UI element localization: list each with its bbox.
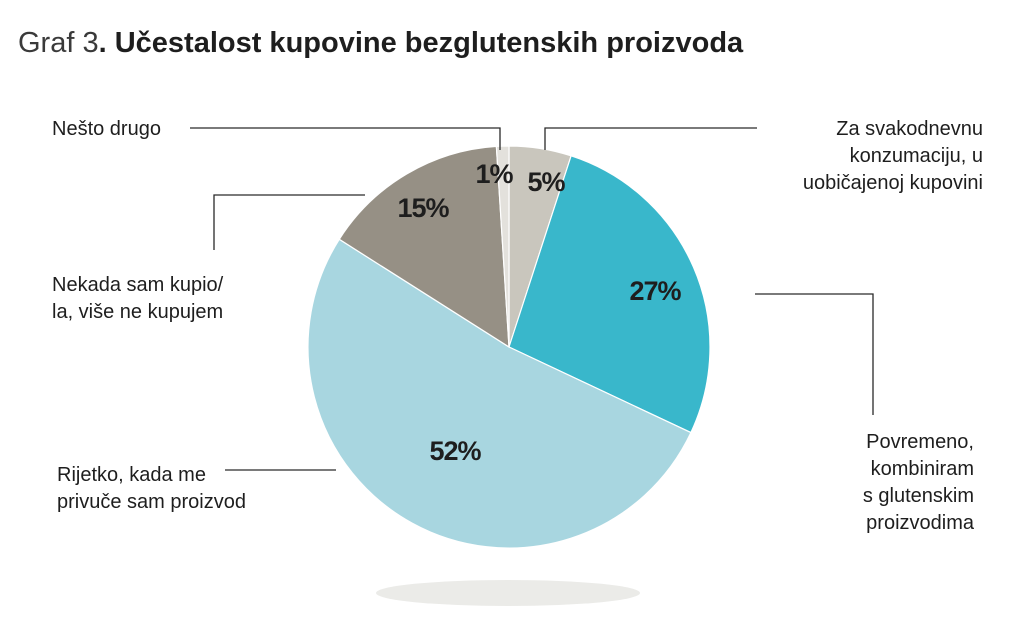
leader-line (213, 194, 365, 250)
category-label: Nešto drugo (52, 118, 161, 140)
category-label: Nekada sam kupio/la, više ne kupujem (52, 274, 224, 323)
pie-slices (307, 145, 711, 549)
category-label: Za svakodnevnu konzumaciju, u uobičajenoj … (803, 118, 983, 194)
category-label-line: privuče sam proizvod (57, 491, 246, 513)
category-label-line: la, više ne kupujem (52, 301, 223, 323)
pie-shadow (376, 580, 640, 606)
category-label-line: Nekada sam kupio/ (52, 274, 224, 296)
category-labels: Za svakodnevnu konzumaciju, u uobičajenoj … (52, 118, 983, 534)
category-label-line: uobičajenoj kupovini (803, 172, 983, 194)
pie-slice (307, 238, 692, 549)
value-label: 27% (629, 276, 681, 306)
category-label-line: Povremeno, (866, 431, 974, 453)
category-label-line: proizvodima (866, 512, 975, 534)
value-label: 1% (475, 159, 513, 189)
leader-line (755, 293, 874, 415)
value-label: 52% (429, 436, 481, 466)
chart-title: Graf 3. Učestalost kupovine bezglutenski… (18, 27, 744, 59)
chart-title-main: . Učestalost kupovine bezglutenskih proi… (99, 27, 744, 59)
category-label-line: s glutenskim (863, 485, 974, 507)
value-label: 5% (527, 167, 565, 197)
chart-title-prefix: Graf 3 (18, 27, 99, 59)
pie-slice (338, 145, 510, 349)
category-label-line: konzumaciju, u (850, 145, 983, 167)
category-label-line: kombiniram (871, 458, 974, 480)
category-label: Rijetko, kada me privuče sam proizvod (57, 464, 246, 513)
pie-slice (508, 155, 711, 434)
leader-lines (190, 127, 874, 471)
category-label-line: Rijetko, kada me (57, 464, 206, 486)
category-label: Povremeno, kombiniram s glutenskim proizvod… (863, 431, 975, 534)
category-label-line: Za svakodnevnu (836, 118, 983, 140)
leader-line (190, 127, 501, 150)
pie-slice (495, 145, 510, 348)
leader-line (544, 127, 757, 150)
value-labels: 5% 27% 52% 15% 1% (397, 159, 682, 466)
category-label-line: Nešto drugo (52, 118, 161, 140)
value-label: 15% (397, 193, 449, 223)
